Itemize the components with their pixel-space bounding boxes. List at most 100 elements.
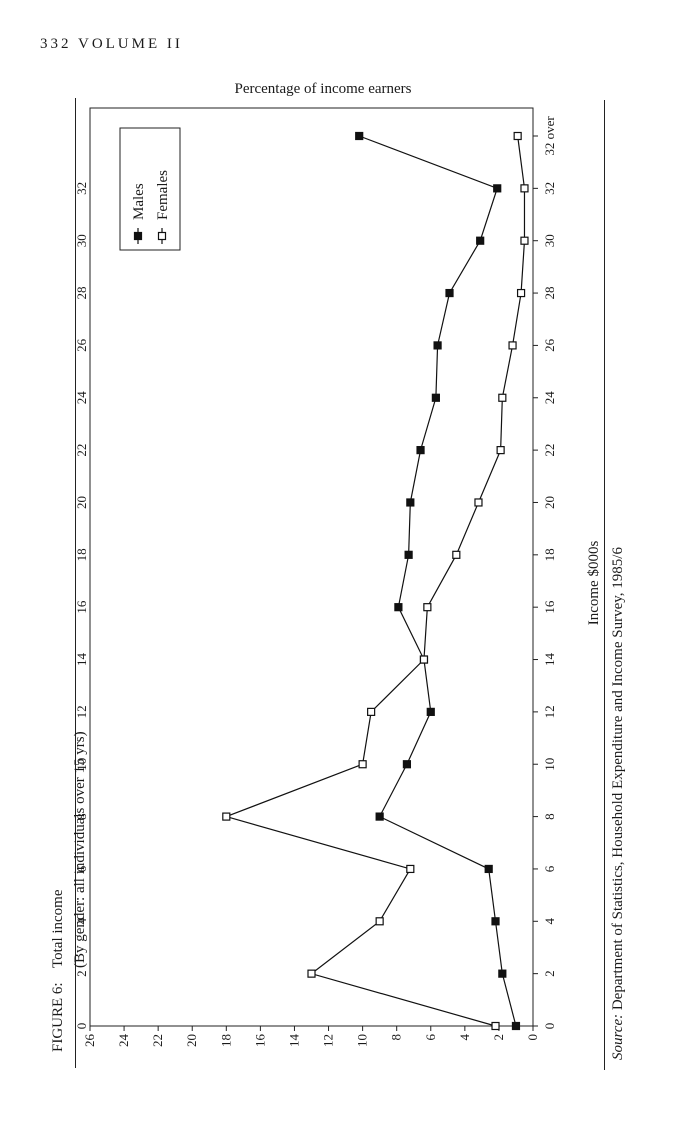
data-point-males [426,707,435,716]
data-point-males [402,760,412,769]
x-tick-label: 32 [542,182,557,195]
top-axis-label: 24 [74,391,89,405]
data-point-females [513,131,522,141]
x-tick-label: 8 [542,813,557,820]
data-point-males [416,446,425,455]
data-point-males [484,864,493,874]
plot-frame [89,107,534,1027]
top-axis-label: 30 [74,234,89,247]
x-tick-label: 20 [542,496,557,509]
x-tick-label: 24 [542,391,557,405]
right-rule [604,100,605,1070]
figure-caption: FIGURE 6: Total income (By gender: all i… [50,731,88,1052]
data-point-males [355,131,364,141]
y-tick-label: 6 [423,1034,438,1041]
figure-subtitle: (By gender: all individuals over 15 yrs) [72,731,88,968]
x-tick-label: 30 [542,234,557,247]
page-number: 332 [40,36,72,52]
data-point-females [419,655,429,664]
x-tick-label: 26 [542,338,557,352]
y-tick-label: 0 [525,1034,540,1041]
y-tick-label: 20 [184,1034,199,1047]
x-tick-label: 2 [542,970,557,977]
page-running-title: VOLUME II [77,36,183,52]
top-axis-label: 22 [74,444,89,457]
data-point-females [452,550,461,559]
data-point-females [498,393,507,402]
figure-title: Total income [50,889,66,968]
y-tick-label: 4 [457,1034,472,1041]
data-point-females [423,603,432,612]
data-point-females [520,236,529,245]
top-axis-label: 12 [74,705,89,718]
data-point-females [516,288,526,298]
figure-label: FIGURE 6: [50,982,66,1052]
left-rule [75,98,76,1068]
data-point-females [222,812,231,821]
top-axis-label: 4 [74,918,89,925]
data-point-males [498,969,507,978]
x-axis-title: Income $000s [586,541,602,626]
data-point-males [394,603,403,612]
source-prefix: Source: [610,1014,626,1060]
y-tick-label: 14 [286,1034,301,1048]
x-tick-label: 32 over [542,116,557,156]
x-tick-label: 0 [542,1023,557,1030]
data-point-males [445,288,454,298]
legend-label-females: Females [155,170,171,220]
series-line-females [224,135,526,1027]
y-tick-label: 16 [252,1034,267,1048]
top-axis-label: 16 [74,600,89,614]
y-tick-label: 24 [116,1034,131,1048]
series-line-males [358,135,517,1027]
page-header: 332 VOLUME II [40,36,183,53]
x-tick-label: 6 [542,865,557,872]
data-point-females [406,864,415,874]
x-tick-label: 12 [542,705,557,718]
x-tick-label: 14 [542,653,557,667]
data-point-females [474,498,483,507]
data-point-females [508,341,517,350]
data-point-males [511,1021,521,1031]
top-axis-label: 14 [74,653,89,667]
y-tick-label: 26 [82,1034,97,1048]
legend-label-males: Males [131,183,147,220]
data-point-females [358,760,367,769]
y-tick-label: 18 [218,1034,233,1047]
x-tick-label: 4 [542,918,557,925]
data-point-females [496,446,505,455]
x-tick-label: 16 [542,600,557,614]
data-point-females [367,707,376,716]
y-tick-label: 10 [355,1034,370,1047]
x-tick-label: 28 [542,287,557,300]
data-point-males [431,393,440,402]
data-point-females [491,1021,500,1031]
top-axis-label: 0 [74,1023,89,1030]
legend-marker-females [157,231,167,241]
x-tick-label: 18 [542,548,557,561]
plot-area: 0246810121416182022242602468101214161820… [74,107,557,1048]
source-text: Department of Statistics, Household Expe… [610,547,626,1014]
top-axis-label: 26 [74,338,89,352]
data-point-males [433,341,442,350]
data-point-males [493,184,502,193]
y-tick-label: 8 [389,1034,404,1041]
top-axis-label: 6 [74,865,89,872]
x-tick-label: 10 [542,758,557,771]
top-axis-label: 28 [74,287,89,300]
data-point-females [375,917,384,926]
top-axis-label: 20 [74,496,89,509]
top-axis-label: 2 [74,970,89,977]
data-point-females [307,969,316,978]
y-axis-title: Percentage of income earners [235,81,412,97]
data-point-females [520,184,529,193]
data-point-males [406,498,415,507]
y-tick-label: 12 [321,1034,336,1047]
top-axis-label: 10 [74,758,89,771]
top-axis-label: 8 [74,813,89,820]
y-tick-label: 2 [491,1034,506,1041]
data-point-males [476,236,485,245]
legend-box [119,127,181,251]
data-point-males [404,550,413,559]
